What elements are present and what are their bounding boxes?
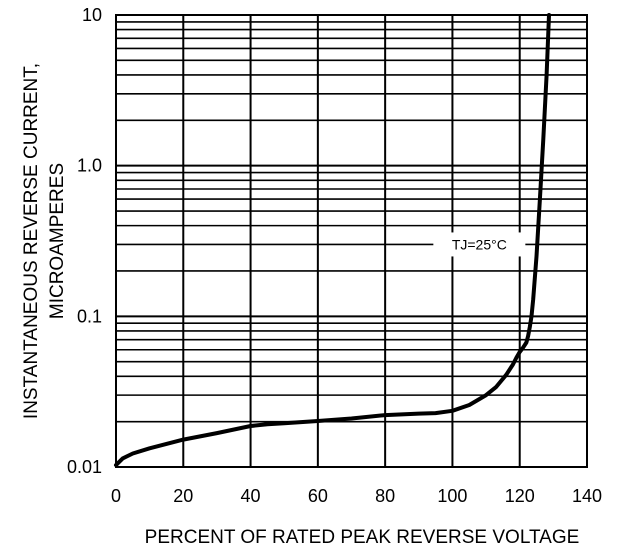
annotation-background (433, 232, 526, 257)
y-tick-label: 0.01 (67, 457, 102, 477)
x-axis-title: PERCENT OF RATED PEAK REVERSE VOLTAGE (145, 527, 580, 548)
temperature-annotation: TJ=25°C (433, 232, 526, 257)
x-tick-label: 140 (572, 486, 602, 506)
reverse-current-curve (114, 13, 551, 468)
x-tick-label: 120 (505, 486, 535, 506)
y-axis-title-line-2: MICROAMPERES (47, 163, 68, 319)
x-tick-label: 40 (241, 486, 261, 506)
x-tick-label: 20 (173, 486, 193, 506)
plot-frame (115, 14, 588, 468)
tick-labels: 0 20 40 60 80 100 120 140 0.01 0.1 1.0 10 (67, 5, 602, 506)
x-tick-label: 100 (437, 486, 467, 506)
grid-lines (116, 15, 587, 467)
x-tick-label: 60 (308, 486, 328, 506)
y-axis-title-line-1: INSTANTANEOUS REVERSE CURRENT, (21, 63, 42, 419)
annotation-text: TJ=25°C (452, 236, 507, 252)
y-tick-label: 10 (82, 5, 102, 25)
x-tick-label: 80 (375, 486, 395, 506)
y-tick-label: 0.1 (77, 306, 102, 326)
y-tick-label: 1.0 (77, 156, 102, 176)
x-tick-label: 0 (111, 486, 121, 506)
